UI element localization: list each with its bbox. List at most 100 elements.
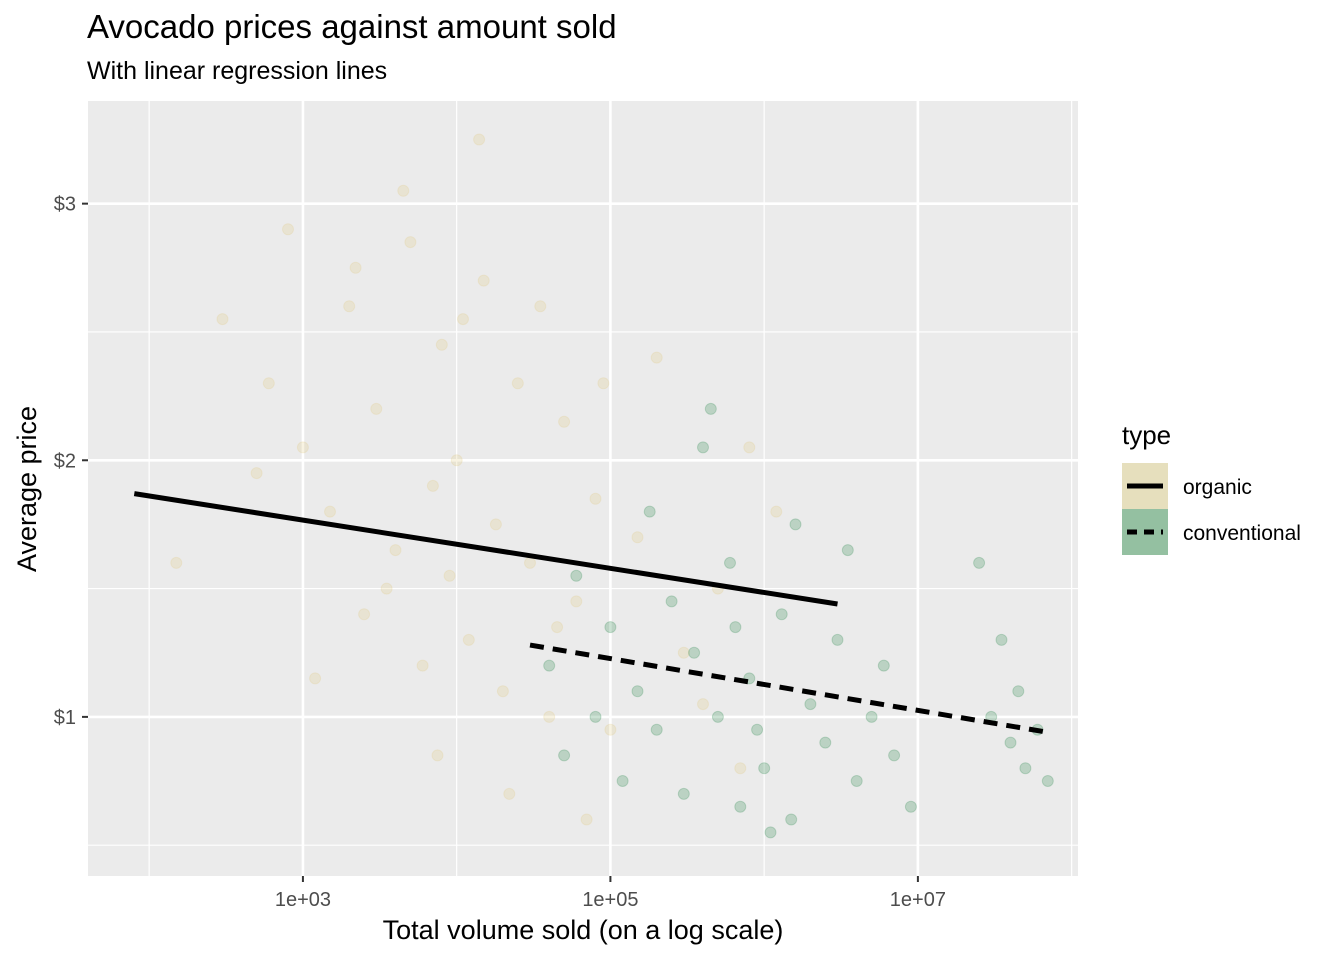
- point-organic: [404, 236, 417, 249]
- point-organic: [570, 595, 583, 608]
- point-conventional: [789, 518, 802, 531]
- chart-subtitle: With linear regression lines: [87, 57, 387, 85]
- regression-line-organic: [133, 491, 838, 607]
- point-organic: [450, 454, 463, 467]
- point-organic: [473, 133, 486, 146]
- point-organic: [558, 415, 571, 428]
- point-conventional: [904, 800, 917, 813]
- point-organic: [216, 313, 229, 326]
- point-organic: [296, 441, 309, 454]
- point-conventional: [711, 710, 724, 723]
- legend: type organic conventional: [1122, 420, 1301, 555]
- point-conventional: [1012, 685, 1025, 698]
- point-conventional: [650, 723, 663, 736]
- point-organic: [604, 723, 617, 736]
- point-organic: [457, 313, 469, 326]
- point-conventional: [734, 800, 747, 813]
- y-tick-label: $1: [54, 707, 76, 729]
- point-conventional: [589, 710, 602, 723]
- point-organic: [597, 377, 610, 390]
- point-conventional: [804, 698, 817, 711]
- x-tick-label: 1e+05: [582, 889, 638, 911]
- x-tick-label: 1e+07: [890, 889, 946, 911]
- point-organic: [743, 441, 756, 454]
- point-conventional: [995, 633, 1008, 646]
- point-conventional: [704, 402, 717, 415]
- point-conventional: [631, 685, 644, 698]
- point-organic: [631, 531, 644, 544]
- point-conventional: [558, 749, 571, 762]
- axis-ticks: 1e+03 1e+05 1e+07 $1 $2 $3: [54, 194, 946, 911]
- regression-lines: [133, 491, 1049, 735]
- point-conventional: [850, 775, 863, 787]
- point-organic: [650, 351, 663, 364]
- point-conventional: [616, 775, 629, 787]
- point-conventional: [643, 505, 656, 518]
- point-conventional: [775, 608, 788, 621]
- point-organic: [343, 300, 356, 313]
- point-organic: [543, 710, 556, 723]
- point-conventional: [764, 826, 777, 839]
- point-conventional: [1041, 775, 1054, 787]
- point-organic: [511, 377, 524, 390]
- point-organic: [349, 261, 362, 274]
- point-conventional: [688, 646, 701, 659]
- point-organic: [397, 184, 410, 197]
- point-organic: [734, 762, 747, 775]
- point-conventional: [570, 569, 583, 582]
- point-organic: [250, 467, 263, 480]
- point-conventional: [758, 762, 771, 775]
- point-organic: [389, 544, 402, 557]
- x-axis-title: Total volume sold (on a log scale): [383, 915, 784, 945]
- point-organic: [370, 402, 383, 415]
- point-organic: [496, 685, 509, 698]
- point-organic: [697, 698, 709, 711]
- point-organic: [416, 659, 429, 672]
- point-conventional: [841, 544, 854, 557]
- point-organic: [324, 505, 336, 518]
- y-tick-label: $3: [54, 194, 76, 216]
- legend-title: type: [1122, 420, 1171, 450]
- point-conventional: [1019, 762, 1032, 775]
- point-organic: [426, 479, 439, 492]
- point-conventional: [604, 621, 617, 634]
- y-tick-label: $2: [54, 450, 76, 472]
- point-organic: [524, 556, 536, 569]
- point-organic: [589, 492, 602, 505]
- point-conventional: [677, 787, 690, 800]
- point-organic: [358, 608, 371, 621]
- point-conventional: [888, 749, 901, 762]
- regression-line-conventional: [529, 642, 1049, 735]
- point-organic: [431, 749, 444, 762]
- point-conventional: [729, 621, 742, 634]
- point-conventional: [751, 723, 764, 736]
- point-organic: [534, 300, 547, 313]
- point-organic: [489, 518, 502, 531]
- point-organic: [435, 338, 448, 351]
- plot-panel: [88, 101, 1078, 876]
- point-organic: [677, 646, 690, 659]
- point-conventional: [865, 710, 878, 723]
- data-points: [170, 133, 1054, 839]
- point-organic: [551, 621, 564, 634]
- point-organic: [262, 377, 275, 390]
- legend-label-conventional: conventional: [1183, 522, 1301, 545]
- point-conventional: [973, 556, 986, 569]
- point-organic: [503, 787, 516, 800]
- point-organic: [282, 223, 294, 236]
- point-conventional: [785, 813, 798, 826]
- chart-title: Avocado prices against amount sold: [87, 8, 617, 45]
- point-conventional: [697, 441, 709, 454]
- point-conventional: [724, 556, 736, 569]
- point-organic: [309, 672, 322, 685]
- y-axis-title: Average price: [12, 406, 42, 572]
- point-conventional: [665, 595, 678, 608]
- legend-label-organic: organic: [1183, 476, 1252, 499]
- point-organic: [170, 556, 183, 569]
- point-organic: [770, 505, 783, 518]
- point-conventional: [819, 736, 832, 749]
- gridlines: [88, 101, 1078, 876]
- point-organic: [462, 633, 475, 646]
- point-conventional: [831, 633, 844, 646]
